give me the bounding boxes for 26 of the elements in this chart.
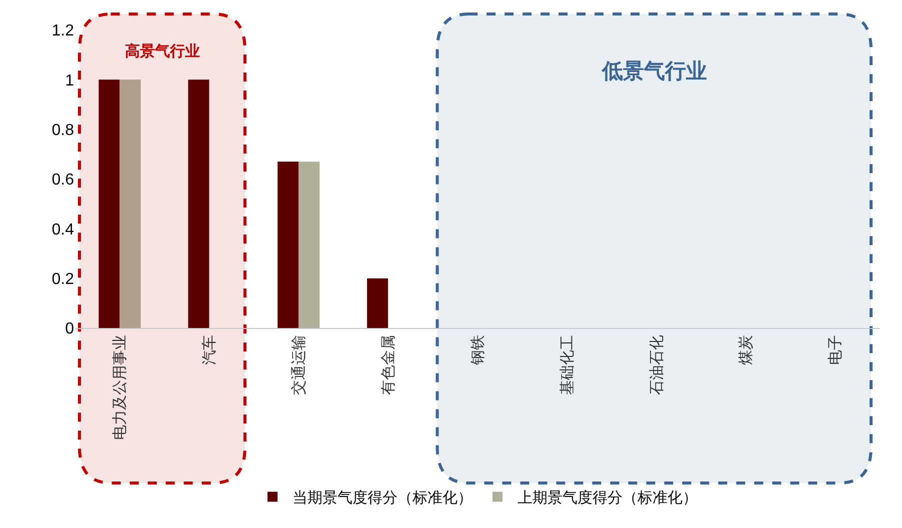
x-tick-label: 石油石化: [648, 335, 666, 395]
x-tick-label: 交通运输: [290, 335, 308, 395]
bar: [120, 80, 141, 328]
legend-label: 上期景气度得分（标准化）: [518, 490, 698, 507]
band-label: 高景气行业: [125, 42, 200, 60]
bar: [278, 162, 299, 328]
x-tick-label: 基础化工: [558, 335, 576, 395]
x-tick-label: 电子: [827, 335, 844, 365]
band-label: 低景气行业: [601, 60, 707, 83]
x-tick-label: 煤炭: [738, 335, 755, 365]
x-tick-label: 有色金属: [380, 335, 397, 395]
x-tick-label: 电力及公用事业: [112, 335, 129, 440]
y-tick-label: 0: [65, 320, 74, 338]
bar: [188, 80, 210, 328]
x-tick-label: 汽车: [201, 335, 218, 365]
bar: [367, 278, 388, 328]
bar: [298, 162, 320, 328]
bar: [98, 80, 120, 328]
y-tick-label: 1.2: [52, 22, 74, 40]
y-tick-label: 0.2: [52, 270, 74, 288]
y-tick-label: 0.4: [52, 221, 74, 238]
x-tick-label: 钢铁: [469, 335, 486, 366]
y-tick-label: 0.6: [52, 172, 74, 189]
y-tick-label: 1: [65, 72, 74, 90]
y-tick-label: 0.8: [52, 122, 74, 139]
legend-label: 当期景气度得分（标准化）: [292, 490, 472, 507]
